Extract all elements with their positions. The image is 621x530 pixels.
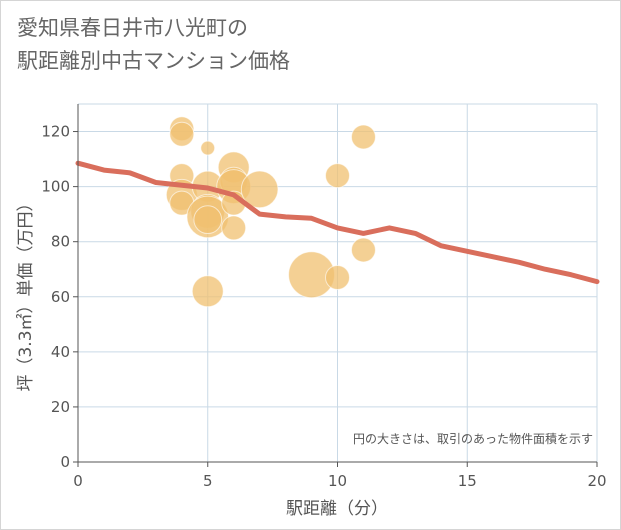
title-line-2: 駅距離別中古マンション価格 [17,49,290,73]
data-bubble [221,215,247,241]
x-tick-label: 20 [587,472,606,490]
data-bubble [191,275,224,308]
trend-line-series [75,160,600,285]
chart-title: 愛知県春日井市八光町の 駅距離別中古マンション価格 [17,12,290,78]
data-bubble [193,205,223,235]
x-tick-label: 0 [73,472,83,490]
data-bubble [169,121,195,147]
data-bubble [200,140,216,156]
y-tick-label: 0 [60,453,70,471]
data-bubble [350,237,376,263]
y-tick-label: 120 [41,123,70,141]
y-tick-label: 40 [51,343,70,361]
data-bubble [324,163,351,189]
y-tick-label: 100 [41,178,70,196]
data-bubble [324,264,351,291]
data-bubble [240,170,279,209]
y-tick-label: 80 [51,233,70,251]
data-bubble [350,124,376,150]
bubble-series [165,116,376,308]
size-note: 円の大きさは、取引のあった物件面積を示す [353,431,593,446]
tick-labels: 0 20 40 60 80 100 120 0 5 10 15 20 [41,123,606,490]
y-axis-label: 坪（3.3㎡）単価（万円） [16,194,36,391]
x-tick-label: 15 [458,472,477,490]
y-tick-label: 20 [51,398,70,416]
average-price-line [75,160,600,285]
title-line-1: 愛知県春日井市八光町の [17,16,248,40]
x-tick-label: 5 [203,472,213,490]
x-tick-label: 10 [328,472,347,490]
y-tick-label: 60 [51,288,70,306]
axes [73,104,598,467]
x-axis-label: 駅距離（分） [286,499,388,519]
